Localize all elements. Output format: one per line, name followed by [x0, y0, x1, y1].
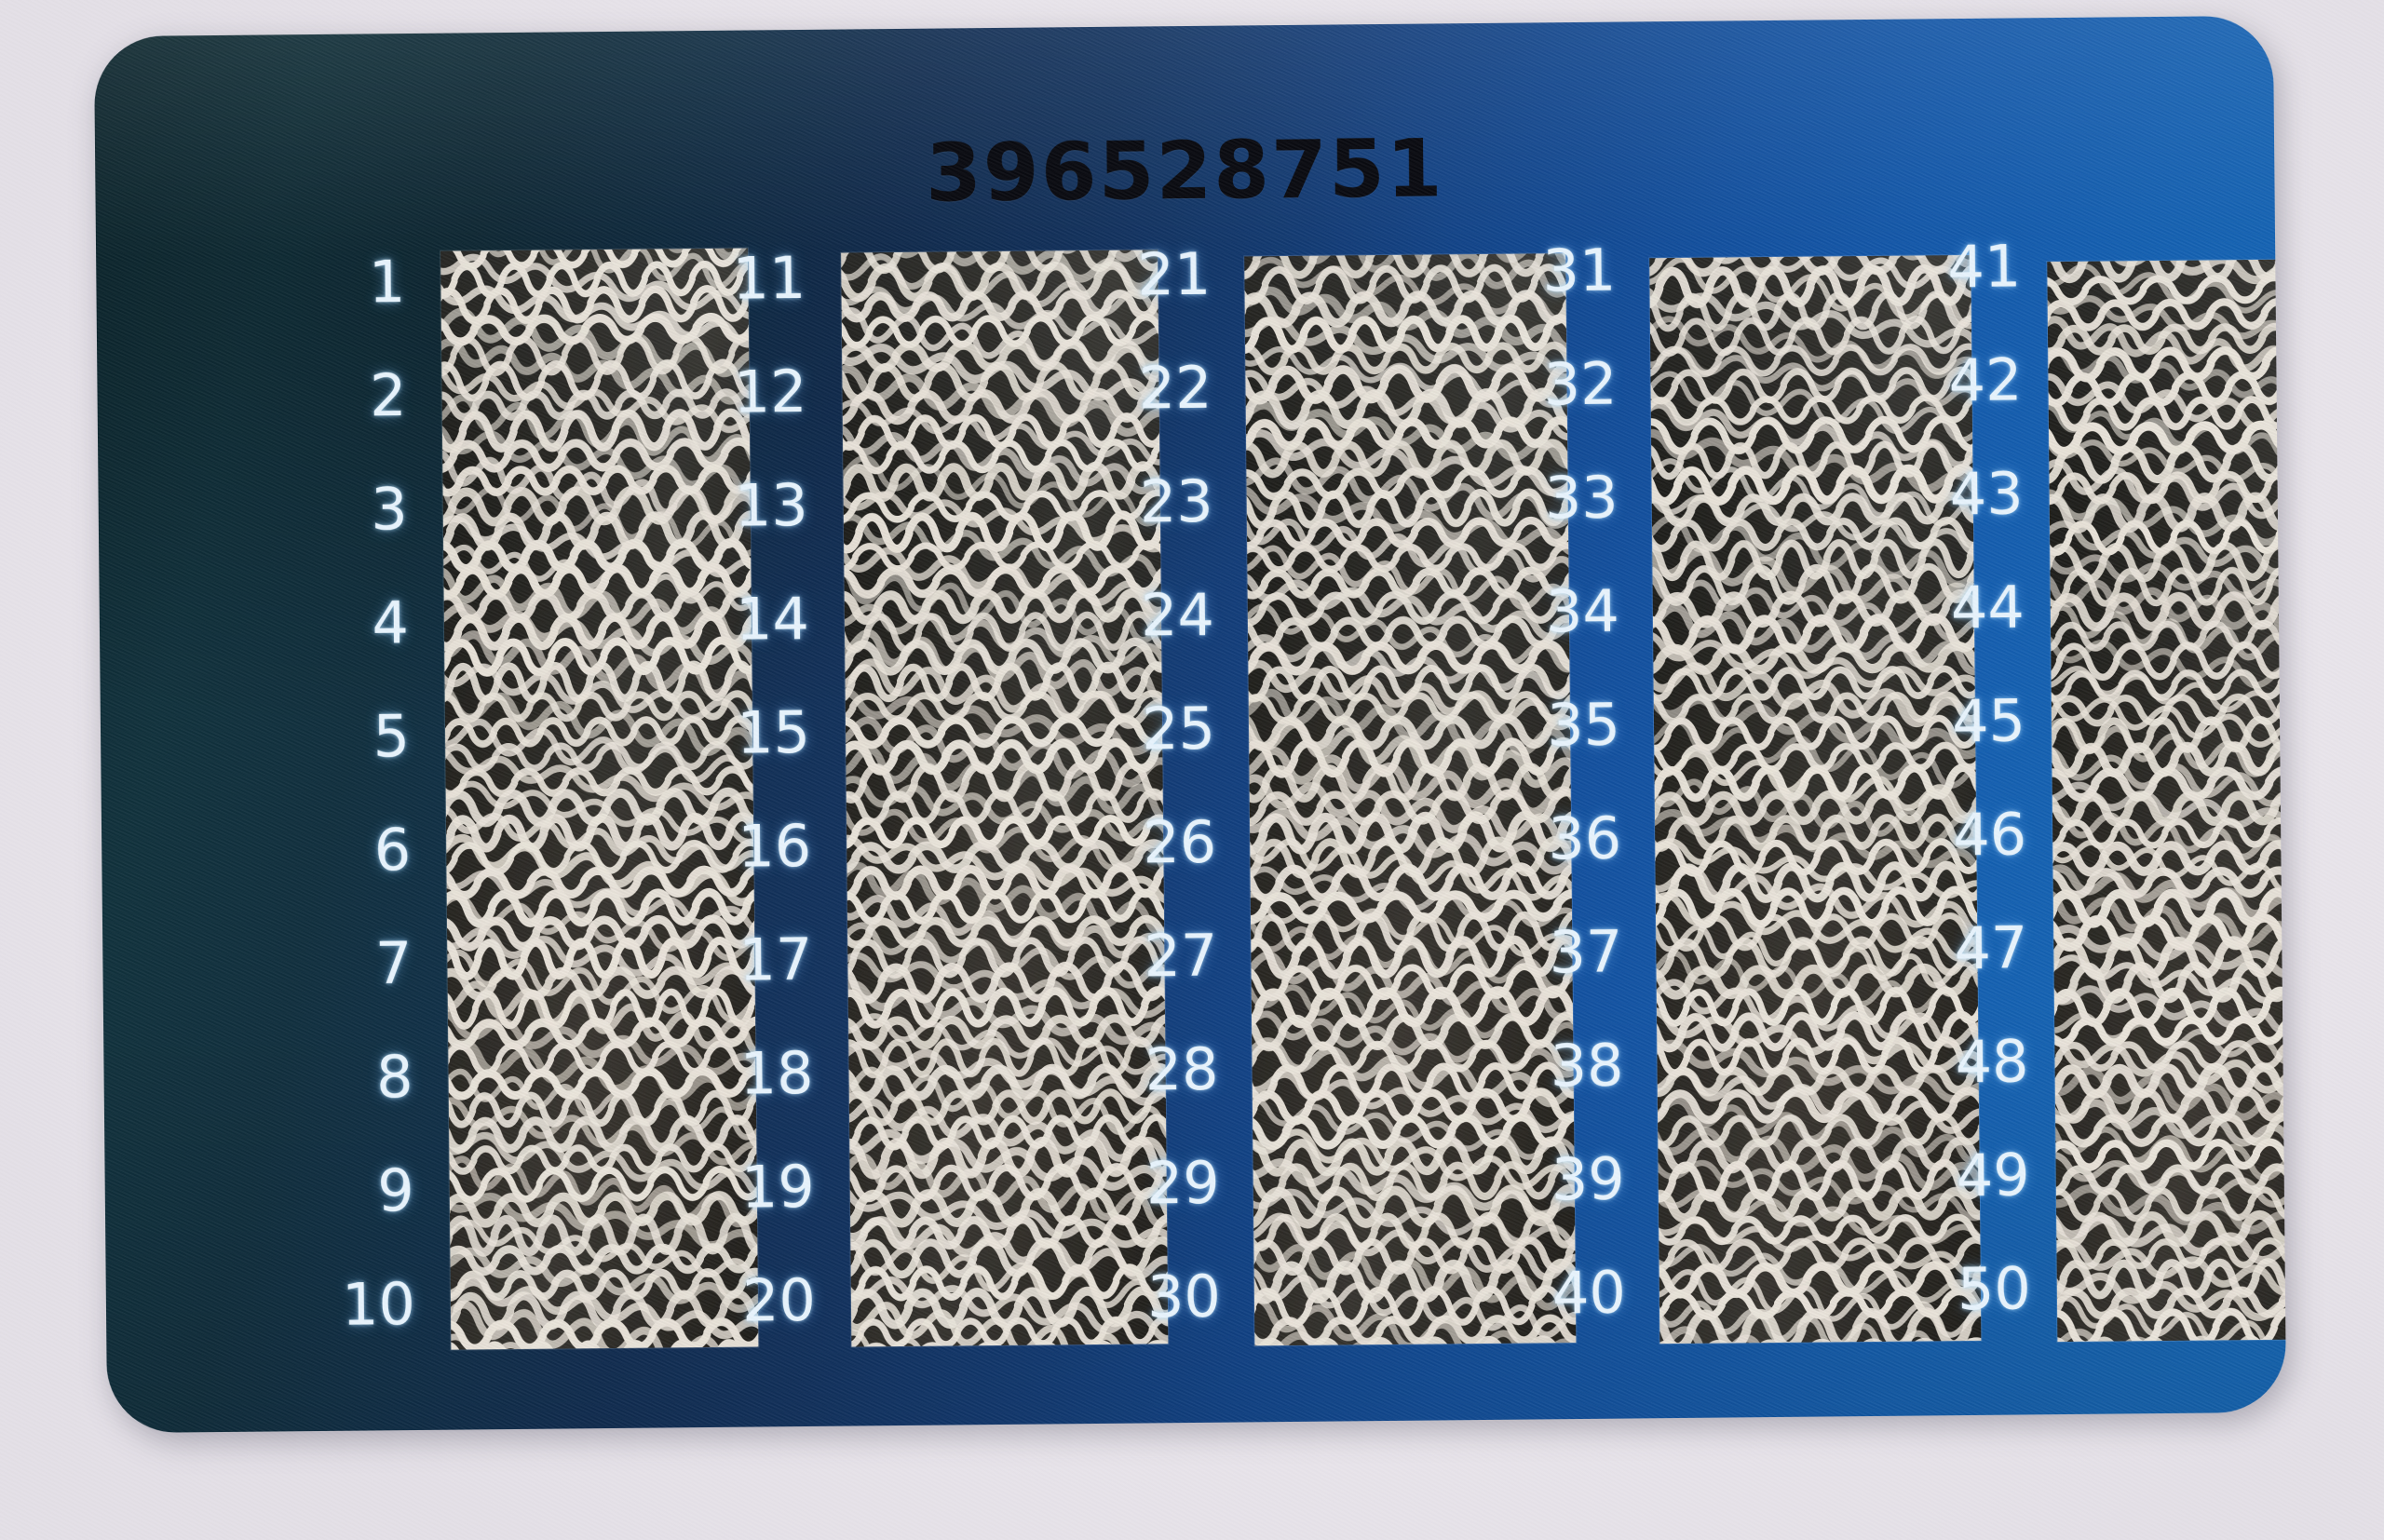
field-number-45: 45: [1951, 686, 2026, 756]
scratch-panel-1[interactable]: [440, 248, 759, 1350]
column-1-labels: 1 2 3 4 5 6 7 8 9 10: [254, 220, 422, 1348]
scratch-panel-5[interactable]: [2047, 258, 2287, 1343]
column-2-labels: 11 12 13 14 15 16 17 18 19 20: [655, 216, 822, 1344]
field-number-32: 32: [1543, 349, 1618, 419]
field-number-44: 44: [1950, 573, 2025, 642]
field-number-8: 8: [375, 1043, 413, 1112]
number-grid: 1 2 3 4 5 6 7 8 9 10 11 12 13 14 15 16 17 18 19 20 21 22 23 24 2…: [94, 16, 2287, 1433]
field-number-11: 11: [732, 243, 806, 313]
field-number-43: 43: [1949, 459, 2025, 529]
field-number-21: 21: [1137, 239, 1212, 309]
field-number-30: 30: [1146, 1262, 1222, 1331]
field-number-20: 20: [741, 1265, 817, 1335]
field-number-39: 39: [1551, 1144, 1626, 1214]
field-number-14: 14: [735, 584, 810, 654]
field-number-33: 33: [1544, 463, 1619, 533]
field-number-40: 40: [1551, 1258, 1627, 1328]
column-5-labels: 41 42 43 44 45 46 47 48 49 50: [1870, 204, 2038, 1332]
field-number-22: 22: [1138, 353, 1212, 423]
field-number-48: 48: [1955, 1027, 2029, 1097]
field-number-24: 24: [1140, 580, 1215, 650]
scratch-panel-3[interactable]: [1244, 253, 1577, 1346]
scratch-panel-2[interactable]: [841, 250, 1169, 1347]
column-3: 21 22 23 24 25 26 27 28 29 30: [1060, 213, 1577, 1346]
scratch-card: 396528751 1 2 3 4 5 6 7 8 9 10 11 12 13 14 15 16 17 18 19 2…: [93, 15, 2287, 1434]
field-number-50: 50: [1957, 1254, 2032, 1324]
field-number-16: 16: [737, 811, 812, 881]
field-number-36: 36: [1547, 804, 1622, 873]
field-number-47: 47: [1954, 913, 2028, 983]
column-2: 11 12 13 14 15 16 17 18 19 20: [655, 217, 1169, 1347]
field-number-23: 23: [1139, 466, 1214, 536]
field-number-2: 2: [369, 361, 407, 430]
column-4-labels: 31 32 33 34 35 36 37 38 39 40: [1465, 209, 1632, 1337]
field-number-6: 6: [373, 816, 412, 885]
field-number-10: 10: [341, 1270, 416, 1339]
column-1: 1 2 3 4 5 6 7 8 9 10: [254, 222, 759, 1350]
field-number-12: 12: [733, 357, 807, 426]
field-number-29: 29: [1145, 1148, 1221, 1218]
field-number-18: 18: [739, 1038, 814, 1108]
field-number-28: 28: [1145, 1034, 1219, 1104]
field-number-35: 35: [1546, 690, 1621, 760]
scratch-panel-4[interactable]: [1649, 254, 1982, 1344]
field-number-46: 46: [1952, 800, 2027, 870]
field-number-41: 41: [1947, 232, 2022, 302]
field-number-42: 42: [1948, 345, 2023, 415]
card-face: 396528751 1 2 3 4 5 6 7 8 9 10 11 12 13 14 15 16 17 18 19 2…: [93, 15, 2287, 1434]
field-number-7: 7: [374, 929, 413, 998]
field-number-26: 26: [1142, 807, 1217, 877]
column-5: 41 42 43 44 45 46 47 48 49 50: [1870, 206, 2287, 1343]
column-4: 31 32 33 34 35 36 37 38 39 40: [1465, 209, 1982, 1344]
field-number-27: 27: [1144, 921, 1218, 991]
field-number-17: 17: [738, 925, 813, 994]
field-number-9: 9: [376, 1156, 415, 1225]
field-number-31: 31: [1542, 236, 1617, 305]
field-number-13: 13: [734, 470, 809, 540]
field-number-4: 4: [372, 588, 410, 657]
field-number-25: 25: [1141, 694, 1216, 763]
field-number-38: 38: [1550, 1031, 1624, 1101]
field-number-37: 37: [1549, 917, 1623, 987]
field-number-49: 49: [1956, 1141, 2031, 1210]
column-3-labels: 21 22 23 24 25 26 27 28 29 30: [1060, 212, 1227, 1341]
field-number-34: 34: [1545, 576, 1620, 646]
field-number-1: 1: [368, 248, 406, 317]
field-number-3: 3: [370, 475, 409, 544]
field-number-15: 15: [736, 697, 811, 767]
field-number-19: 19: [740, 1152, 816, 1222]
field-number-5: 5: [372, 702, 411, 771]
